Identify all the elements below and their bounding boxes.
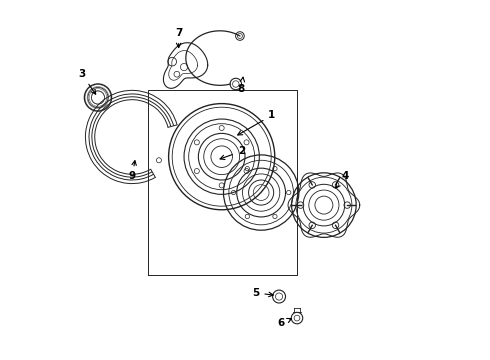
Text: 2: 2 (220, 146, 245, 159)
Text: 3: 3 (78, 69, 96, 94)
Text: 9: 9 (128, 161, 136, 181)
Text: 6: 6 (277, 319, 292, 328)
Text: 7: 7 (175, 28, 182, 48)
Text: 5: 5 (252, 288, 273, 298)
Text: 4: 4 (336, 171, 349, 188)
Text: 1: 1 (238, 111, 275, 135)
Text: 8: 8 (238, 77, 245, 94)
